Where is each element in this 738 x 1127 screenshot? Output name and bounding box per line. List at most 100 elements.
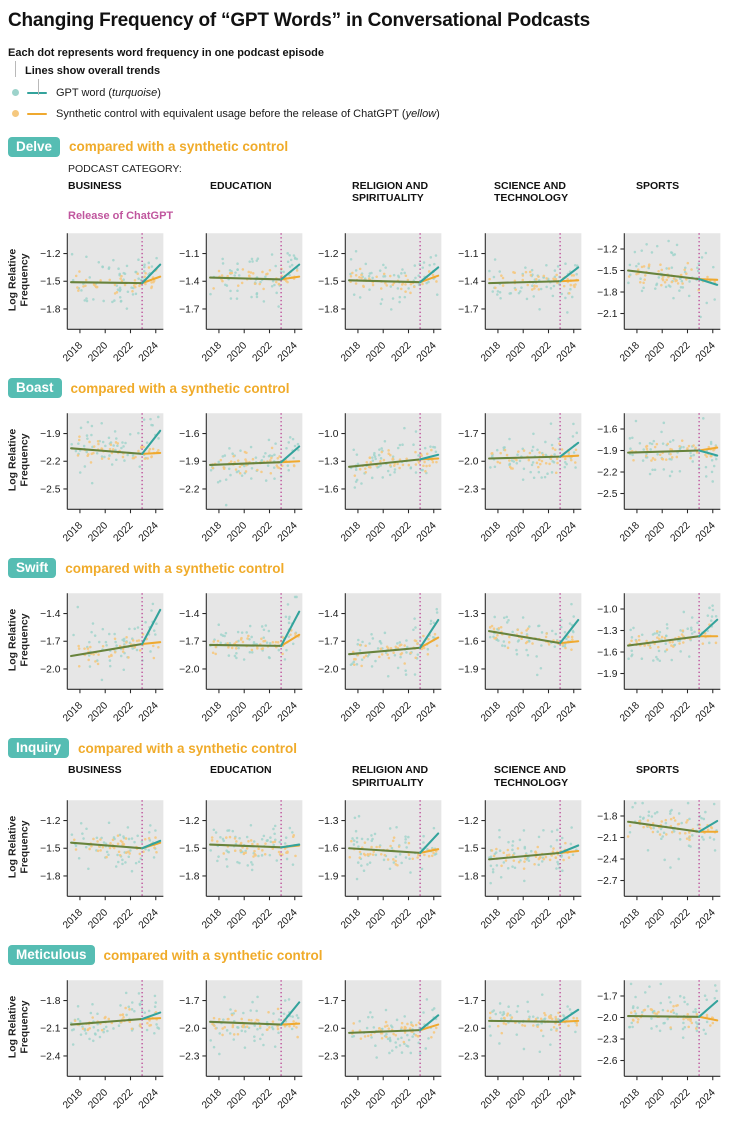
category-header-row: BUSINESS EDUCATION RELIGION AND SPIRITUALI… — [6, 764, 728, 789]
gpt-post-trend — [280, 843, 301, 849]
section-header: Delve compared with a synthetic control — [8, 136, 728, 157]
axes — [480, 593, 581, 694]
axes — [480, 233, 581, 334]
panel-swift-0: −1.4 −1.7 −2.0 2018 2020 2022 2024 — [40, 593, 164, 724]
pre-release-trend — [348, 847, 422, 855]
y-axis-label: Log Relative Frequency — [6, 428, 30, 492]
x-tick-label: 2018 — [200, 1087, 224, 1111]
gpt-post-trend — [697, 618, 719, 638]
pre-release-trend — [209, 643, 283, 647]
panel-swift-2: −1.4 −1.7 −2.0 2018 2020 2022 2024 — [319, 593, 442, 724]
spacer — [6, 180, 32, 205]
x-tick-label: 2020 — [86, 1087, 110, 1111]
panel-delve-2: −1.2 −1.5 −1.8 2018 2020 2022 2024 — [319, 233, 442, 364]
panel-meticulous-2: −1.7 −2.0 −2.3 2018 2020 2022 2024 — [319, 980, 442, 1111]
panel-meticulous-3: −1.7 −2.0 −2.3 2018 2020 2022 2024 — [458, 980, 581, 1111]
axes — [480, 800, 581, 901]
gpt-post-trend — [697, 449, 719, 457]
x-tick-label: 2022 — [112, 340, 136, 364]
gpt-post-trend — [141, 263, 162, 285]
panel-delve-3: −1.1 −1.4 −1.7 2018 2020 2022 2024 — [458, 233, 581, 364]
y-tick-label: −1.4 — [319, 609, 340, 620]
x-tick-label: 2018 — [618, 1087, 642, 1111]
panel-delve-0: −1.2 −1.5 −1.8 2018 2020 2022 2024 — [40, 233, 164, 364]
gpt-post-trend — [141, 429, 162, 455]
x-tick-label: 2022 — [251, 907, 275, 931]
legend-dot-note: Each dot represents word frequency in on… — [8, 46, 325, 59]
x-tick-label: 2018 — [61, 340, 85, 364]
y-tick-label: −1.9 — [319, 872, 340, 883]
section-boast: Boast compared with a synthetic control Lo… — [6, 378, 728, 544]
axes — [341, 980, 442, 1081]
x-tick-label: 2022 — [668, 1087, 692, 1111]
x-tick-label: 2020 — [643, 907, 667, 931]
axes — [341, 593, 442, 694]
y-tick-label: −1.2 — [319, 249, 340, 260]
x-tick-label: 2020 — [643, 1087, 667, 1111]
x-tick-label: 2022 — [112, 520, 136, 544]
pre-release-trend — [70, 281, 144, 285]
gpt-post-trend — [558, 266, 579, 283]
axes — [341, 800, 442, 901]
x-tick-label: 2022 — [668, 700, 692, 724]
y-tick-label: −1.9 — [179, 457, 200, 468]
x-tick-label: 2020 — [365, 520, 389, 544]
axes — [620, 593, 721, 694]
x-tick-label: 2022 — [251, 520, 275, 544]
section-subtitle: compared with a synthetic control — [69, 139, 289, 155]
y-tick-label: −2.0 — [597, 1013, 618, 1024]
x-tick-label: 2018 — [200, 907, 224, 931]
plot-background — [345, 593, 442, 690]
y-tick-label: −2.7 — [597, 876, 618, 887]
pre-release-trend — [487, 280, 561, 285]
axes — [202, 593, 303, 694]
x-tick-label: 2020 — [226, 700, 250, 724]
pre-release-trend — [209, 461, 283, 467]
y-tick-label: −1.2 — [458, 816, 479, 827]
x-tick-label: 2022 — [251, 1087, 275, 1111]
control-post-trend — [558, 640, 579, 645]
plot-background — [484, 800, 581, 897]
pre-release-trend — [626, 269, 700, 281]
y-tick-label: −1.2 — [597, 244, 618, 255]
panel-boast-3: −1.7 −2.0 −2.3 2018 2020 2022 2024 — [458, 413, 581, 544]
y-tick-label: −1.5 — [458, 844, 479, 855]
section-subtitle: compared with a synthetic control — [65, 560, 285, 576]
x-tick-label: 2018 — [479, 1087, 503, 1111]
control-post-trend — [697, 446, 719, 452]
y-tick-label: −1.7 — [40, 637, 61, 648]
x-tick-label: 2024 — [694, 520, 718, 544]
control-post-trend — [419, 1023, 440, 1032]
x-tick-label: 2018 — [61, 907, 85, 931]
x-tick-label: 2022 — [251, 700, 275, 724]
x-tick-label: 2018 — [479, 520, 503, 544]
y-tick-label: −1.9 — [597, 446, 618, 457]
x-tick-label: 2024 — [694, 340, 718, 364]
section-header: Inquiry compared with a synthetic control — [8, 738, 728, 759]
word-badge: Inquiry — [8, 738, 70, 759]
x-tick-label: 2020 — [504, 1087, 528, 1111]
gpt-post-trend — [558, 1008, 579, 1024]
y-tick-label: −1.7 — [458, 304, 479, 315]
gpt-post-trend — [141, 608, 162, 646]
pre-release-trend — [487, 1020, 561, 1024]
y-tick-label: −2.5 — [40, 484, 61, 495]
x-tick-label: 2024 — [694, 907, 718, 931]
y-tick-label: −2.0 — [319, 1024, 340, 1035]
category-header: SPORTS — [636, 764, 680, 777]
control-post-trend — [280, 460, 301, 464]
y-tick-label: −2.2 — [597, 467, 618, 478]
category-header: BUSINESS — [68, 179, 122, 192]
y-tick-label: −1.0 — [597, 604, 618, 615]
axes — [202, 800, 303, 901]
x-tick-label: 2022 — [251, 340, 275, 364]
gpt-dot-swatch — [12, 89, 19, 97]
pre-release-trend — [70, 447, 144, 455]
x-tick-label: 2024 — [415, 520, 439, 544]
x-tick-label: 2020 — [643, 340, 667, 364]
x-tick-label: 2024 — [276, 520, 300, 544]
x-tick-label: 2018 — [339, 907, 363, 931]
y-tick-label: −2.1 — [597, 833, 618, 844]
charts-row: Log Relative Frequency −1.2 −1.5 −1.8 2018 20… — [6, 791, 728, 931]
x-tick-label: 2022 — [390, 907, 414, 931]
